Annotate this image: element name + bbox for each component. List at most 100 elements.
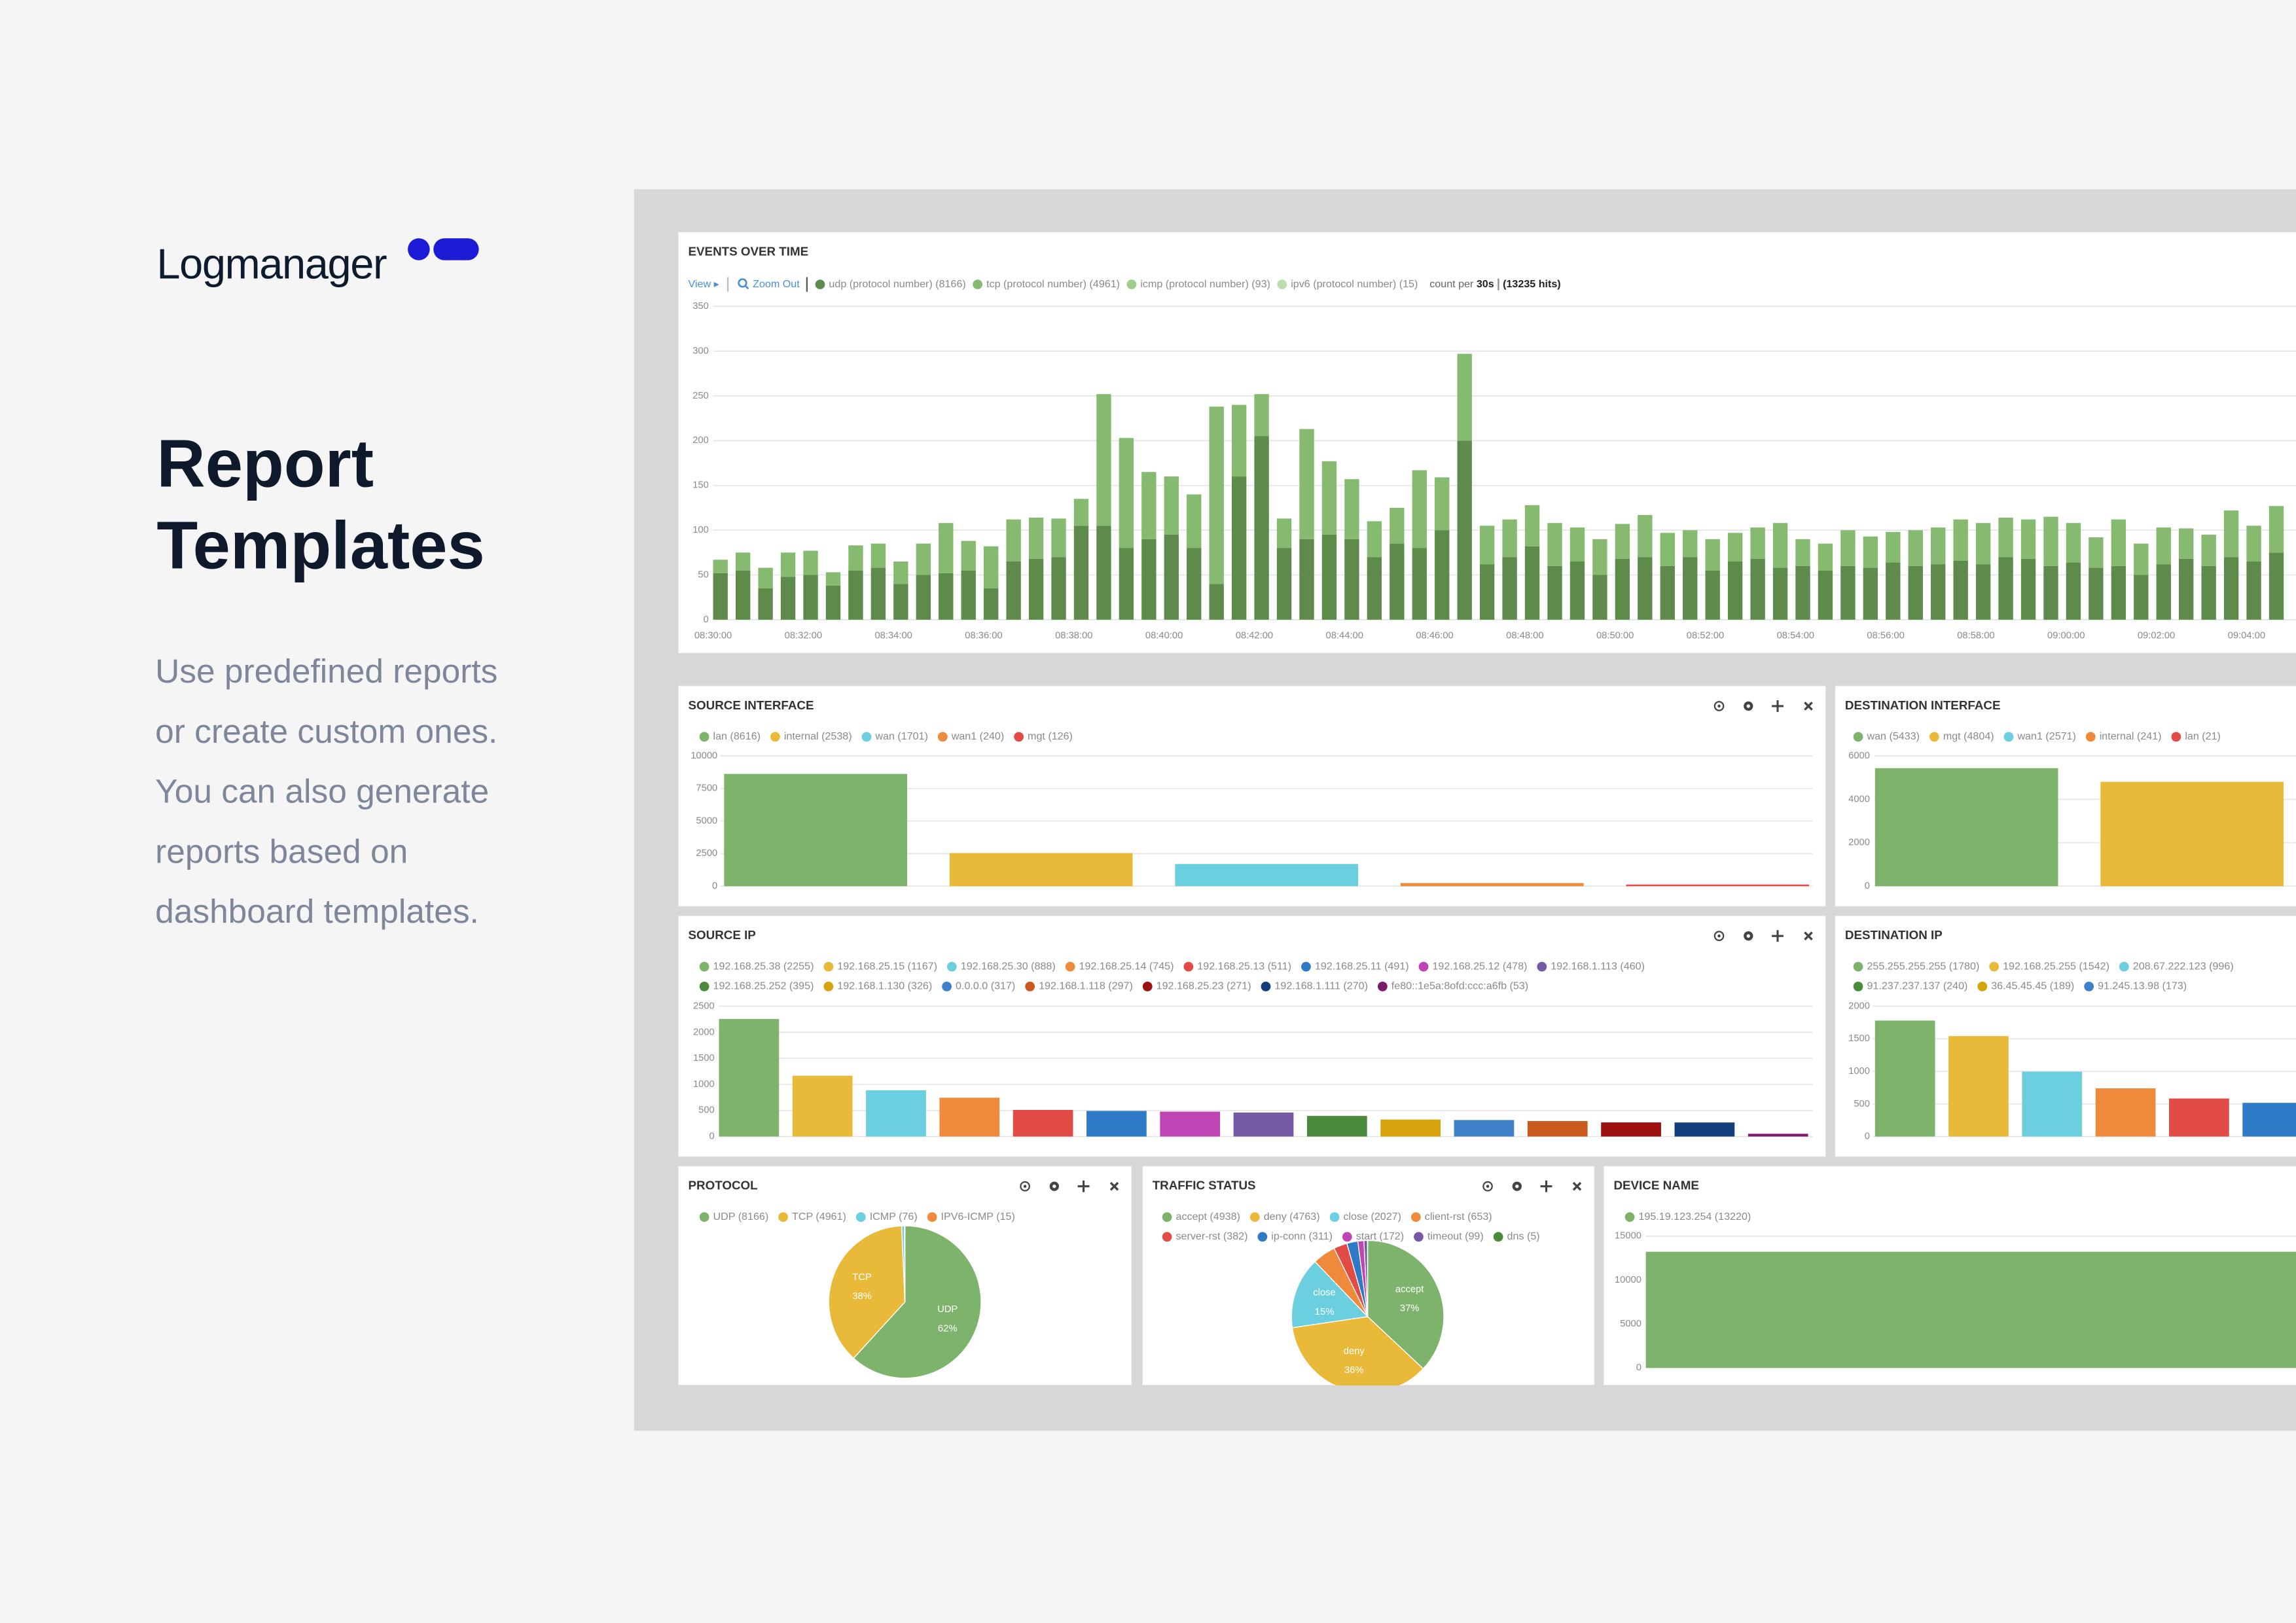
x-tick-label: 08:42:00 [1236, 630, 1273, 641]
view-button[interactable]: View ▸ [689, 278, 719, 290]
legend-marker [1414, 1232, 1424, 1242]
panel-title: DESTINATION INTERFACE [1845, 698, 2001, 712]
x-tick-label: 08:36:00 [965, 630, 1002, 641]
y-tick-label: 0 [704, 615, 709, 625]
panel-title: SOURCE IP [689, 928, 756, 942]
x-tick-label: 08:32:00 [785, 630, 822, 641]
icon-move[interactable] [1077, 1180, 1090, 1192]
x-tick-label: 08:46:00 [1416, 630, 1453, 641]
icon-move[interactable] [1772, 700, 1784, 712]
bar-segment [1818, 543, 1833, 571]
bar-segment [1750, 527, 1765, 559]
bar-segment [983, 588, 999, 620]
bar-segment [2066, 523, 2081, 563]
bar [1380, 1119, 1441, 1137]
legend-label: 192.168.1.111 (270) [1274, 980, 1368, 992]
icon-close[interactable] [1572, 1181, 1582, 1191]
bar [2100, 781, 2284, 887]
slice-value-label: 36% [1344, 1365, 1364, 1376]
bar-segment [1547, 565, 1562, 620]
bar-segment [1953, 519, 1968, 561]
bar-segment [2089, 537, 2104, 568]
legend-label: lan (8616) [713, 730, 761, 742]
bar-segment [848, 545, 863, 571]
y-tick-label: 5000 [1620, 1319, 1641, 1329]
panel: PROTOCOL UDP (8166) TCP (4961) ICMP (76) IPV… [677, 1166, 1132, 1385]
legend-marker [823, 961, 834, 972]
bar [1874, 768, 2058, 887]
bar [724, 774, 907, 887]
legend-marker [699, 961, 709, 972]
bar-segment [1096, 526, 1111, 620]
count-label: count per [1429, 278, 1474, 290]
bar-segment [2020, 558, 2036, 620]
bar-segment [1615, 524, 1630, 559]
bar-segment [1705, 570, 1720, 620]
bar-segment [1592, 575, 1607, 620]
legend-label: server-rst (382) [1176, 1230, 1248, 1242]
bar [1454, 1120, 1515, 1137]
legend-marker [1989, 961, 2000, 972]
icon-close[interactable] [1109, 1181, 1119, 1191]
y-tick-label: 7500 [696, 783, 717, 794]
bar-segment [1209, 584, 1224, 620]
bar-segment [1886, 531, 1901, 563]
x-tick-label: 08:48:00 [1506, 630, 1543, 641]
bar-segment [961, 541, 976, 571]
slice-label: UDP [937, 1304, 958, 1315]
legend-label: 192.168.25.252 (395) [713, 980, 814, 992]
bar [1400, 883, 1584, 887]
bar-segment [2246, 562, 2261, 620]
bar-segment [1795, 565, 1810, 620]
bar-segment [1683, 530, 1698, 558]
bar-segment [2246, 526, 2261, 562]
bar-segment [1276, 518, 1292, 548]
icon-close[interactable] [1804, 931, 1813, 940]
legend-marker [2171, 732, 2181, 742]
zoom-out-button[interactable]: Zoom Out [753, 278, 800, 290]
legend-label: 192.168.1.113 (460) [1551, 960, 1645, 972]
bar-segment [1164, 534, 1179, 620]
slice-label: TCP [852, 1272, 872, 1283]
bar-segment [1840, 565, 1856, 620]
icon-move[interactable] [1772, 930, 1784, 942]
icon-move[interactable] [1540, 1180, 1552, 1192]
panel-title: PROTOCOL [689, 1179, 758, 1192]
pie-slice [1367, 1240, 1444, 1370]
brand: Logmanager [156, 240, 387, 288]
legend-label: wan (1701) [874, 730, 928, 742]
bar-segment [2179, 528, 2194, 559]
bar-segment [1975, 523, 1991, 565]
bar-segment [893, 584, 908, 620]
legend-marker [2003, 732, 2014, 742]
bar-segment [1141, 539, 1157, 620]
legend-marker [1126, 279, 1137, 289]
bar-segment [1006, 562, 1021, 620]
legend-label: 255.255.255.255 (1780) [1867, 960, 1979, 972]
legend-marker [861, 732, 872, 742]
legend-marker [937, 732, 948, 742]
icon-close[interactable] [1804, 702, 1813, 711]
x-tick-label: 08:50:00 [1596, 630, 1634, 641]
bar-segment [1772, 523, 1788, 568]
bar-segment [1660, 533, 1675, 566]
legend-marker [1065, 961, 1075, 972]
legend-marker [1493, 1232, 1503, 1242]
bar-segment [1299, 539, 1314, 620]
y-tick-label: 150 [692, 480, 709, 491]
legend-marker [823, 981, 834, 991]
legend-label: ICMP (76) [870, 1211, 918, 1222]
description: dashboard templates. [155, 892, 479, 930]
legend-label: 192.168.25.255 (1542) [2003, 960, 2109, 972]
legend-label: client-rst (653) [1425, 1211, 1492, 1222]
bar-segment [939, 573, 954, 620]
bar [1527, 1121, 1588, 1137]
legend-label: 195.19.123.254 (13220) [1638, 1211, 1751, 1222]
panel-title: DESTINATION IP [1845, 928, 1943, 942]
pie-slice [1291, 1316, 1424, 1385]
bar-segment [1615, 558, 1630, 620]
legend-marker [1377, 981, 1388, 991]
legend-label: tcp (protocol number) (4961) [986, 278, 1120, 290]
legend-marker [1277, 279, 1287, 289]
